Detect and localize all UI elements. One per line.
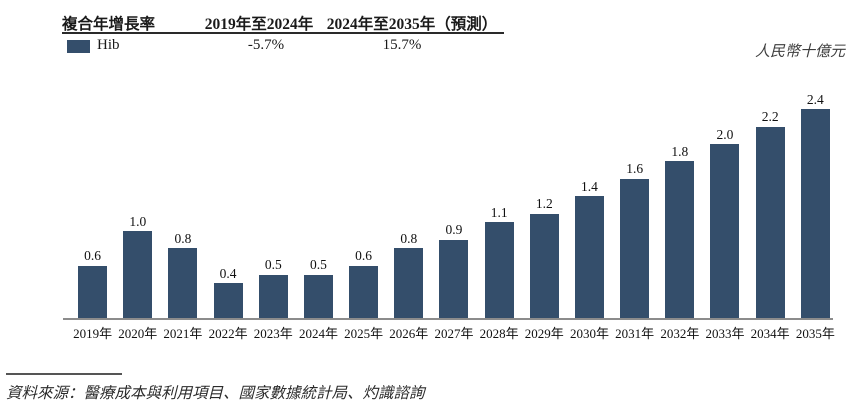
legend-series-label: Hib	[97, 37, 120, 53]
x-tick-label: 2027年	[434, 326, 474, 341]
bar-rect	[303, 274, 333, 318]
bar-group-2033年: 2.0	[702, 88, 747, 318]
bar-group-2029年: 1.2	[522, 88, 567, 318]
x-tick-label: 2022年	[208, 326, 248, 341]
bar-rect	[123, 231, 153, 318]
cagr-period1-header: 2019年至2024年	[204, 16, 314, 33]
bar-value-label: 0.8	[174, 230, 192, 246]
bar-rect	[620, 178, 650, 318]
bar-value-label: 0.5	[264, 257, 282, 272]
x-tick-label: 2030年	[569, 326, 609, 341]
cagr-period2-header: 2024年至2035年（預測）	[326, 16, 498, 33]
bar-group-2027年: 0.9	[431, 88, 476, 318]
bar-rect	[665, 161, 695, 318]
bar-value-label: 1.8	[671, 143, 689, 159]
bar-rect	[574, 196, 604, 318]
x-tick-label: 2035年	[795, 326, 835, 341]
bar-group-2030年: 1.4	[567, 88, 612, 318]
x-tick-label: 2020年	[118, 326, 158, 341]
bar-rect	[258, 274, 288, 318]
x-tick-label: 2031年	[615, 326, 655, 341]
bar-value-label: 2.4	[806, 91, 824, 107]
bar-group-2034年: 2.2	[748, 88, 793, 318]
bar-value-label: 1.4	[581, 178, 598, 194]
bar-group-2022年: 0.4	[206, 88, 251, 318]
x-tick-label: 2023年	[253, 326, 293, 341]
bar-group-2031年: 1.6	[612, 88, 657, 318]
x-tick-label: 2021年	[163, 326, 203, 341]
bar-rect	[800, 109, 830, 318]
cagr-period2-value: 15.7%	[382, 37, 422, 53]
x-axis-line	[63, 318, 833, 320]
bar-rect	[394, 248, 424, 318]
header-divider-line	[62, 32, 504, 34]
cagr-period1-value: -5.7%	[247, 37, 285, 53]
bar-value-label: 0.5	[310, 257, 327, 272]
x-tick-label: 2034年	[750, 326, 790, 341]
x-tick-label: 2032年	[660, 326, 700, 341]
source-footnote: 資料來源：醫療成本與利用項目、國家數據統計局、灼識諮詢	[6, 385, 425, 402]
bar-value-label: 0.9	[445, 222, 463, 238]
bar-rect	[78, 265, 108, 318]
bar-group-2024年: 0.5	[296, 88, 341, 318]
bar-series: 0.6 1.0 0.8 0.4 0.5 0.5 0.6 0.8 0.9 1.1 1.2 1.4 1.6 1…	[70, 88, 838, 318]
bar-group-2020年: 1.0	[115, 88, 160, 318]
bar-value-label: 0.8	[400, 230, 418, 246]
x-tick-label: 2029年	[524, 326, 564, 341]
bar-group-2026年: 0.8	[386, 88, 431, 318]
bar-value-label: 0.6	[355, 248, 373, 264]
bar-group-2019年: 0.6	[70, 88, 115, 318]
bar-value-label: 1.1	[490, 204, 508, 220]
x-tick-label: 2024年	[298, 326, 338, 341]
bar-value-label: 1.0	[129, 213, 147, 229]
bar-group-2025年: 0.6	[341, 88, 386, 318]
bar-group-2028年: 1.1	[477, 88, 522, 318]
bar-group-2021年: 0.8	[160, 88, 205, 318]
bar-rect	[213, 283, 243, 318]
bar-value-label: 1.6	[626, 161, 644, 177]
x-tick-label: 2028年	[479, 326, 519, 341]
bar-rect	[439, 239, 469, 318]
x-tick-label: 2019年	[73, 326, 113, 341]
x-tick-label: 2025年	[344, 326, 384, 341]
bar-group-2032年: 1.8	[657, 88, 702, 318]
bar-rect	[349, 265, 379, 318]
bar-value-label: 2.0	[716, 126, 734, 142]
bar-rect	[529, 213, 559, 318]
cagr-row-label: 複合年增長率	[62, 16, 156, 33]
bar-value-label: 0.4	[219, 265, 237, 281]
x-tick-label: 2033年	[705, 326, 745, 341]
bar-rect	[484, 222, 514, 318]
bar-value-label: 1.2	[535, 196, 553, 212]
legend-color-swatch	[67, 40, 90, 53]
bar-group-2023年: 0.5	[251, 88, 296, 318]
x-axis-tick-labels: 2019年 2020年 2021年 2022年 2023年 2024年 2025年 2026年…	[70, 323, 838, 342]
footnote-rule	[6, 373, 122, 375]
bar-rect	[168, 248, 198, 318]
bar-rect	[710, 144, 740, 318]
bar-value-label: 0.6	[84, 248, 102, 264]
y-axis-unit-label: 人民幣十億元	[754, 44, 845, 60]
bar-group-2035年: 2.4	[793, 88, 838, 318]
bar-value-label: 2.2	[761, 109, 779, 125]
bar-rect	[755, 126, 785, 318]
x-tick-label: 2026年	[389, 326, 429, 341]
